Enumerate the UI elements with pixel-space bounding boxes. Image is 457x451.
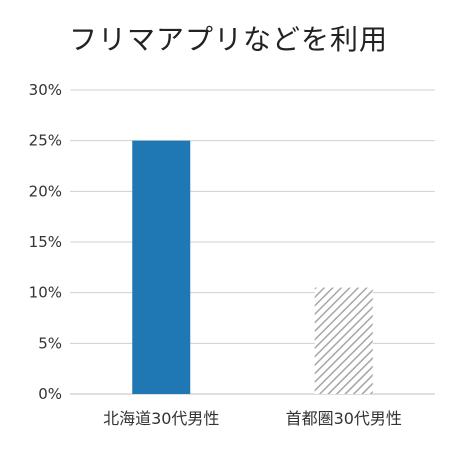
y-tick-label: 15% — [29, 233, 62, 251]
y-tick-label: 10% — [29, 284, 62, 302]
bar-2 — [314, 287, 373, 394]
chart-title: フリマアプリなどを利用 — [68, 23, 388, 56]
y-tick-label: 25% — [29, 132, 62, 150]
x-category-label: 北海道30代男性 — [103, 409, 219, 428]
bar-1 — [132, 140, 191, 394]
y-tick-label: 20% — [29, 182, 62, 200]
grid-lines — [70, 89, 435, 395]
bars — [132, 140, 373, 394]
y-tick-label: 5% — [38, 334, 62, 352]
x-category-label: 首都圏30代男性 — [286, 409, 402, 428]
y-tick-label: 0% — [38, 385, 62, 403]
y-axis-ticks: 0% 5% 10% 15% 20% 25% 30% — [29, 81, 62, 403]
x-axis-categories: 北海道30代男性 首都圏30代男性 — [103, 409, 402, 428]
y-tick-label: 30% — [29, 81, 62, 99]
